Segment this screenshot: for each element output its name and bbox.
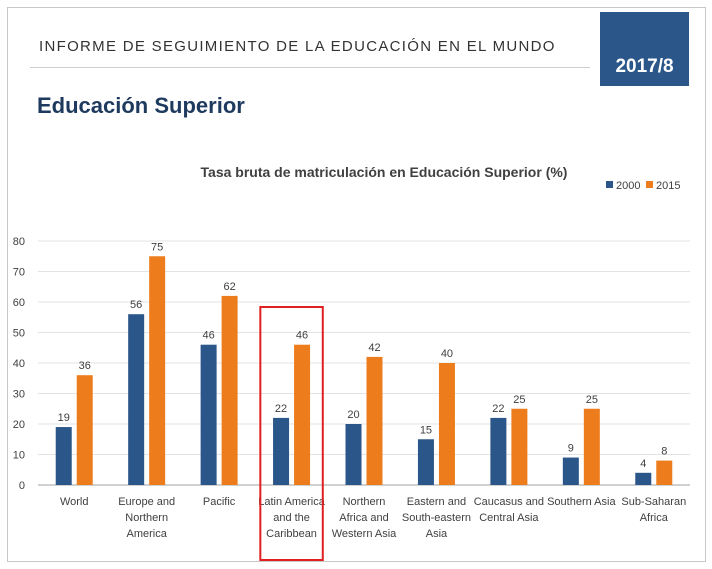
data-label: 42 <box>368 342 380 354</box>
bar-2015 <box>76 375 93 485</box>
bar-2000 <box>273 417 290 485</box>
data-label: 25 <box>586 394 598 406</box>
legend-swatch <box>646 181 653 188</box>
bar-2000 <box>562 457 579 485</box>
y-tick-label: 30 <box>13 389 25 401</box>
bar-2015 <box>656 460 673 485</box>
x-tick-label: Pacific <box>203 496 236 508</box>
legend-label: 2015 <box>656 180 680 192</box>
data-label: 62 <box>223 281 235 293</box>
data-label: 40 <box>441 348 453 360</box>
report-title: INFORME DE SEGUIMIENTO DE LA EDUCACIÓN E… <box>39 38 556 55</box>
bar-2000 <box>345 424 362 485</box>
bar-2000 <box>128 314 145 485</box>
data-label: 22 <box>275 403 287 415</box>
x-tick-label: World <box>60 496 89 508</box>
data-label: 46 <box>202 330 214 342</box>
bar-2000 <box>490 417 507 485</box>
data-label: 22 <box>492 403 504 415</box>
y-tick-label: 70 <box>13 267 25 279</box>
y-tick-label: 40 <box>13 358 25 370</box>
bar-2000 <box>635 472 652 485</box>
data-label: 9 <box>568 443 574 455</box>
data-label: 8 <box>661 446 667 458</box>
header-divider <box>30 67 590 68</box>
data-label: 19 <box>58 412 70 424</box>
data-label: 36 <box>79 360 91 372</box>
bar-2015 <box>366 356 383 485</box>
y-tick-label: 10 <box>13 450 25 462</box>
bar-2015 <box>294 344 311 485</box>
bar-2015 <box>221 295 238 485</box>
x-tick-label: Europe and Northern America <box>118 496 175 540</box>
legend-swatch <box>606 181 613 188</box>
data-label: 25 <box>513 394 525 406</box>
year-badge: 2017/8 <box>600 12 689 86</box>
data-label: 46 <box>296 330 308 342</box>
x-tick-label: Latin America and the Caribbean <box>258 496 326 540</box>
bar-2000 <box>417 439 434 485</box>
bar-2000 <box>200 344 217 485</box>
y-tick-label: 60 <box>13 297 25 309</box>
y-tick-label: 80 <box>13 236 25 248</box>
y-tick-label: 50 <box>13 328 25 340</box>
data-label: 20 <box>347 409 359 421</box>
bar-2015 <box>511 408 528 485</box>
data-label: 4 <box>640 458 646 470</box>
chart-title: Tasa bruta de matriculación en Educación… <box>201 164 568 180</box>
data-label: 15 <box>420 424 432 436</box>
x-tick-label: Northern Africa and Western Asia <box>332 496 397 540</box>
data-label: 75 <box>151 241 163 253</box>
legend-label: 2000 <box>616 180 640 192</box>
bar-2015 <box>438 363 455 485</box>
x-tick-label: Caucasus and Central Asia <box>474 496 544 524</box>
bar-2015 <box>149 256 166 485</box>
y-tick-label: 0 <box>19 480 25 492</box>
bar-2000 <box>55 427 72 485</box>
x-tick-label: Sub-Saharan Africa <box>621 496 686 524</box>
y-tick-label: 20 <box>13 419 25 431</box>
bar-2015 <box>583 408 600 485</box>
x-tick-label: Eastern and South-eastern Asia <box>402 496 471 540</box>
x-tick-label: Southern Asia <box>547 496 616 508</box>
section-title: Educación Superior <box>37 93 245 118</box>
highlight-box <box>259 306 324 561</box>
data-label: 56 <box>130 299 142 311</box>
